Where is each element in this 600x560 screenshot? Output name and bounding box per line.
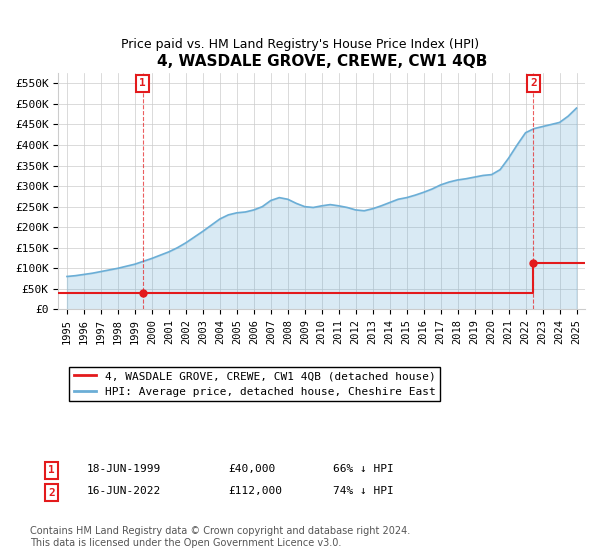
- Legend: 4, WASDALE GROVE, CREWE, CW1 4QB (detached house), HPI: Average price, detached : 4, WASDALE GROVE, CREWE, CW1 4QB (detach…: [69, 367, 440, 402]
- Text: 66% ↓ HPI: 66% ↓ HPI: [333, 464, 394, 474]
- Text: 1: 1: [48, 465, 55, 475]
- Text: Price paid vs. HM Land Registry's House Price Index (HPI): Price paid vs. HM Land Registry's House …: [121, 38, 479, 50]
- Text: £112,000: £112,000: [228, 487, 282, 497]
- Text: Contains HM Land Registry data © Crown copyright and database right 2024.
This d: Contains HM Land Registry data © Crown c…: [30, 526, 410, 548]
- Text: 1: 1: [139, 78, 146, 88]
- Text: 2: 2: [530, 78, 537, 88]
- Text: 18-JUN-1999: 18-JUN-1999: [87, 464, 161, 474]
- Title: 4, WASDALE GROVE, CREWE, CW1 4QB: 4, WASDALE GROVE, CREWE, CW1 4QB: [157, 54, 487, 69]
- Text: 74% ↓ HPI: 74% ↓ HPI: [333, 487, 394, 497]
- Text: 16-JUN-2022: 16-JUN-2022: [87, 487, 161, 497]
- Text: £40,000: £40,000: [228, 464, 275, 474]
- Text: 2: 2: [48, 488, 55, 498]
